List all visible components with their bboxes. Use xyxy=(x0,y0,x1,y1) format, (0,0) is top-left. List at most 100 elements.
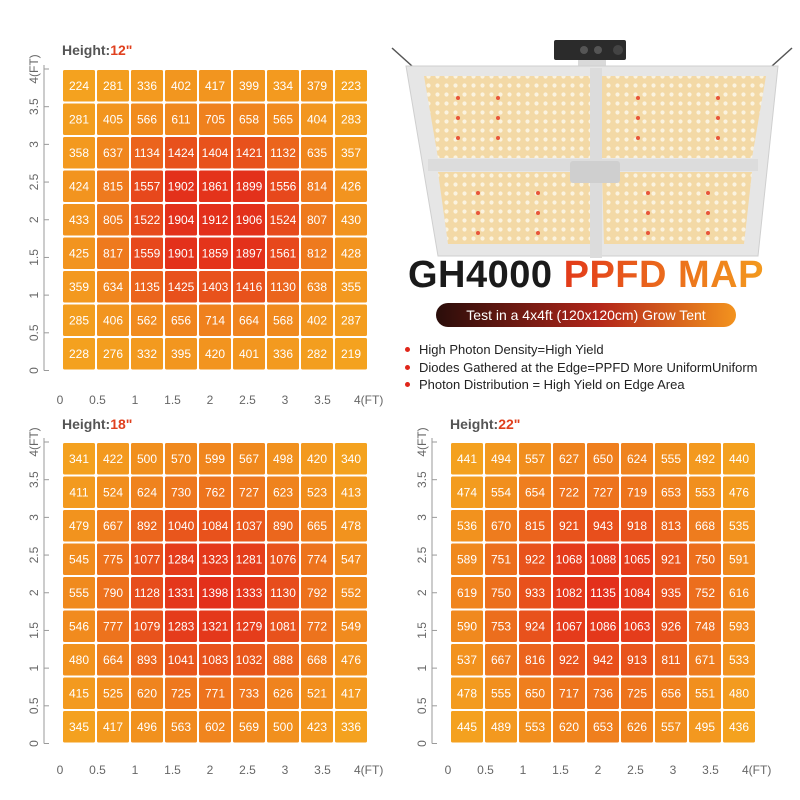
heatmap-cell-value: 281 xyxy=(69,112,89,126)
heatmap-cell xyxy=(451,510,483,542)
heatmap-cell xyxy=(723,677,755,709)
heatmap-cell-value: 750 xyxy=(491,586,511,600)
heatmap-cell xyxy=(267,577,299,609)
heatmap-cell xyxy=(335,677,367,709)
heatmap-cell-value: 1076 xyxy=(270,552,297,566)
heatmap-cell-value: 1134 xyxy=(134,146,160,160)
heatmap-cell xyxy=(97,610,129,642)
heatmap-cell-value: 748 xyxy=(695,619,715,633)
heatmap-cell-value: 423 xyxy=(307,720,327,734)
heatmap-cell xyxy=(451,644,483,676)
heatmap-cell xyxy=(199,644,231,676)
y-tick-label: 1 xyxy=(27,291,41,298)
heatmap-cell xyxy=(131,271,163,303)
heatmap-cell xyxy=(723,510,755,542)
heatmap-cell xyxy=(553,543,585,575)
heatmap-cell-value: 341 xyxy=(69,452,89,466)
heatmap-cell-value: 479 xyxy=(69,519,89,533)
heatmap-cell xyxy=(63,103,95,135)
heatmap-cell-value: 1398 xyxy=(202,586,229,600)
x-tick-label: 2.5 xyxy=(239,763,256,777)
heatmap-cell xyxy=(485,711,517,743)
feature-item: High Photon Density=High Yield xyxy=(403,341,758,359)
heatmap-cell-value: 420 xyxy=(205,347,225,361)
headline: GH4000 PPFD MAP xyxy=(408,254,764,297)
heatmap-cell xyxy=(335,170,367,202)
heatmap-cell-value: 553 xyxy=(695,485,715,499)
heatmap-cell xyxy=(97,543,129,575)
heatmap-cell xyxy=(63,204,95,236)
heatmap-cell-value: 815 xyxy=(525,519,545,533)
heatmap-cell xyxy=(97,644,129,676)
y-tick-label: 0.5 xyxy=(27,324,41,341)
chart-title-value: 18" xyxy=(110,416,133,432)
heatmap-cell-value: 1088 xyxy=(590,552,617,566)
heatmap-cell-value: 774 xyxy=(307,552,327,566)
heatmap-cell-value: 417 xyxy=(341,686,361,700)
heatmap-cell-value: 476 xyxy=(341,653,361,667)
heatmap-cell xyxy=(165,610,197,642)
y-tick-label: 2.5 xyxy=(27,546,41,563)
heatmap-cell-value: 537 xyxy=(457,653,477,667)
heatmap-cell xyxy=(621,610,653,642)
heatmap-cell xyxy=(199,443,231,475)
heatmap-cell-value: 634 xyxy=(103,280,123,294)
y-tick-label: 2 xyxy=(415,589,429,596)
heatmap-cell-value: 406 xyxy=(103,313,123,327)
heatmap-cell-value: 635 xyxy=(307,146,327,160)
heatmap-cell-value: 805 xyxy=(103,213,123,227)
heatmap-cell xyxy=(233,237,265,269)
heatmap-cell xyxy=(233,204,265,236)
heatmap-cell xyxy=(97,677,129,709)
heatmap-cell-value: 653 xyxy=(593,720,613,734)
led-grow-light-panel-icon xyxy=(391,40,793,258)
heatmap-cell xyxy=(267,476,299,508)
heatmap-cell xyxy=(131,103,163,135)
heatmap-cell xyxy=(267,103,299,135)
heatmap-cell-value: 893 xyxy=(137,653,157,667)
heatmap-cell-value: 436 xyxy=(729,720,749,734)
heatmap-cell-value: 665 xyxy=(307,519,327,533)
heatmap-cell-value: 1904 xyxy=(168,213,195,227)
heatmap-cell-value: 593 xyxy=(729,619,749,633)
heatmap-cell-value: 599 xyxy=(205,452,225,466)
heatmap-cell xyxy=(165,338,197,370)
feature-text: Photon Distribution = High Yield on Edge… xyxy=(419,377,685,392)
heatmap-cell-value: 566 xyxy=(137,112,157,126)
heatmap-cell xyxy=(587,543,619,575)
heatmap-cell-value: 1040 xyxy=(168,519,195,533)
heatmap-cell-value: 1912 xyxy=(202,213,229,227)
heatmap-cell xyxy=(199,271,231,303)
heatmap-cell xyxy=(301,103,333,135)
heatmap-cell xyxy=(335,510,367,542)
heatmap-cell-value: 790 xyxy=(103,586,123,600)
heatmap-cell-value: 924 xyxy=(525,619,545,633)
heatmap-cell-value: 379 xyxy=(307,79,327,93)
heatmap-cell xyxy=(723,577,755,609)
heatmap-cell xyxy=(267,510,299,542)
headline-model: GH4000 xyxy=(408,254,553,296)
heatmap-cell-value: 762 xyxy=(205,485,225,499)
heatmap-cell-value: 812 xyxy=(307,246,327,260)
heatmap-cell-value: 345 xyxy=(69,720,89,734)
heatmap-cell-value: 671 xyxy=(695,653,715,667)
heatmap-cell xyxy=(199,610,231,642)
heatmap-cell-value: 1861 xyxy=(202,179,229,193)
heatmap-cell-value: 521 xyxy=(307,686,327,700)
heatmap-cell xyxy=(63,677,95,709)
heatmap-cell xyxy=(131,543,163,575)
heatmap-cell xyxy=(553,711,585,743)
x-tick-label: 1.5 xyxy=(164,393,181,407)
ppfd-chart-12in: Height:12" 224 281 336 402 417 399 334 379 223 28… xyxy=(0,0,400,410)
heatmap-cell xyxy=(689,610,721,642)
x-tick-label: 4(FT) xyxy=(742,763,771,777)
heatmap-cell xyxy=(97,476,129,508)
y-tick-label: 1.5 xyxy=(27,249,41,266)
heatmap-cell-value: 496 xyxy=(137,720,157,734)
heatmap-cell-value: 753 xyxy=(491,619,511,633)
heatmap-cell xyxy=(63,610,95,642)
heatmap-cell-value: 611 xyxy=(171,112,190,126)
y-tick-label: 2 xyxy=(27,589,41,596)
heatmap-cell xyxy=(301,304,333,336)
heatmap-cell-value: 570 xyxy=(171,452,191,466)
